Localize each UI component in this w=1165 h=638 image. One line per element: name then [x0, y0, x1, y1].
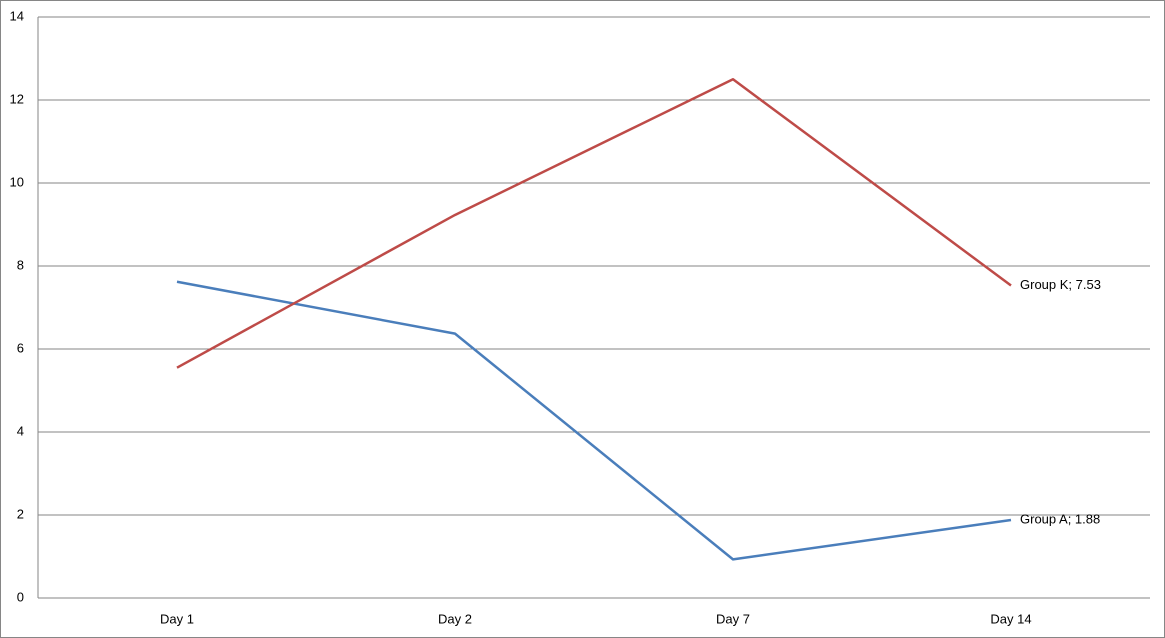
x-tick-label: Day 14: [990, 611, 1031, 626]
y-tick-label: 4: [17, 423, 24, 438]
y-tick-label: 10: [10, 174, 24, 189]
x-tick-label: Day 7: [716, 611, 750, 626]
data-label: Group A; 1.88: [1020, 511, 1100, 526]
y-tick-label: 6: [17, 340, 24, 355]
series-line: [176, 78, 1012, 369]
x-tick-label: Day 2: [438, 611, 472, 626]
x-tick-label: Day 1: [160, 611, 194, 626]
data-label: Group K; 7.53: [1020, 277, 1101, 292]
series-line: [176, 280, 1012, 561]
y-tick-label: 2: [17, 506, 24, 521]
y-tick-label: 0: [17, 589, 24, 604]
y-tick-label: 14: [10, 8, 24, 23]
y-tick-label: 12: [10, 91, 24, 106]
y-tick-label: 8: [17, 257, 24, 272]
